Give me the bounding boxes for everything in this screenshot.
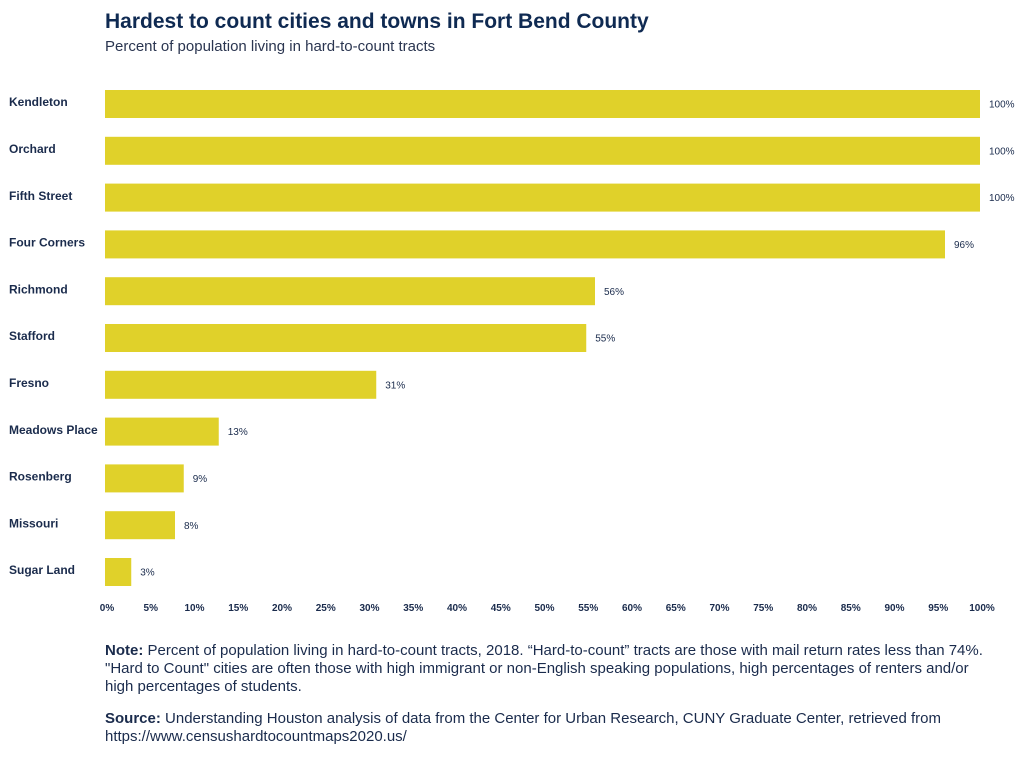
- source-body: Understanding Houston analysis of data f…: [105, 710, 941, 745]
- category-label: Missouri: [9, 516, 58, 530]
- x-tick-label: 15%: [228, 603, 248, 614]
- chart-subtitle: Percent of population living in hard-to-…: [105, 38, 436, 55]
- category-label: Kendleton: [9, 95, 68, 109]
- note-body: Percent of population living in hard-to-…: [105, 642, 983, 695]
- value-label: 100%: [989, 100, 1015, 111]
- value-label: 8%: [184, 521, 199, 532]
- x-tick-label: 55%: [578, 603, 598, 614]
- source-text: Source: Understanding Houston analysis o…: [105, 710, 985, 746]
- value-label: 55%: [595, 334, 615, 345]
- category-label: Fifth Street: [9, 189, 72, 203]
- x-tick-label: 90%: [884, 603, 904, 614]
- note-text: Note: Percent of population living in ha…: [105, 642, 985, 696]
- value-label: 56%: [604, 287, 624, 298]
- source-label: Source:: [105, 710, 161, 727]
- category-label: Richmond: [9, 282, 68, 296]
- x-tick-label: 70%: [709, 603, 729, 614]
- value-label: 13%: [228, 427, 248, 438]
- x-tick-label: 95%: [928, 603, 948, 614]
- bar-missouri: [105, 511, 175, 540]
- x-tick-label: 30%: [359, 603, 379, 614]
- bar-richmond: [105, 277, 595, 306]
- x-tick-label: 5%: [144, 603, 159, 614]
- bar-chart: Kendleton Orchard Fifth Street Four Corners…: [9, 90, 1015, 614]
- x-tick-label: 50%: [534, 603, 554, 614]
- bar-stafford: [105, 324, 587, 352]
- category-label: Four Corners: [9, 236, 85, 250]
- x-tick-label: 25%: [316, 603, 336, 614]
- value-label: 9%: [193, 474, 208, 485]
- note-label: Note:: [105, 642, 144, 659]
- x-tick-label: 85%: [841, 603, 861, 614]
- x-tick-label: 75%: [753, 603, 773, 614]
- bar-fifth-street: [105, 183, 980, 212]
- value-labels: 100% 100% 100% 96% 56% 55% 31% 13% 9% 8% 3%: [140, 100, 1014, 579]
- x-tick-label: 60%: [622, 603, 642, 614]
- bar-orchard: [105, 136, 980, 165]
- x-tick-label: 65%: [666, 603, 686, 614]
- x-tick-label: 80%: [797, 603, 817, 614]
- value-label: 31%: [385, 380, 405, 391]
- value-label: 100%: [989, 193, 1015, 204]
- bar-rosenberg: [105, 464, 184, 493]
- x-axis-ticks: 0% 5% 10% 15% 20% 25% 30% 35% 40% 45% 50% 55% 60% 65%…: [100, 603, 995, 614]
- bar-fresno: [105, 370, 377, 399]
- value-label: 100%: [989, 146, 1015, 157]
- bar-kendleton: [105, 90, 980, 118]
- category-label: Rosenberg: [9, 470, 72, 484]
- x-tick-label: 10%: [184, 603, 204, 614]
- bar-meadows-place: [105, 417, 219, 446]
- x-tick-label: 20%: [272, 603, 292, 614]
- x-tick-label: 40%: [447, 603, 467, 614]
- category-labels: Kendleton Orchard Fifth Street Four Corners…: [9, 95, 98, 577]
- x-tick-label: 100%: [969, 603, 995, 614]
- bar-four-corners: [105, 230, 945, 259]
- x-tick-label: 45%: [491, 603, 511, 614]
- x-tick-label: 35%: [403, 603, 423, 614]
- chart-title: Hardest to count cities and towns in For…: [105, 10, 649, 33]
- bar-sugar-land: [105, 558, 132, 586]
- category-label: Stafford: [9, 329, 55, 343]
- x-tick-label: 0%: [100, 603, 115, 614]
- category-label: Meadows Place: [9, 423, 98, 437]
- category-label: Orchard: [9, 142, 56, 156]
- bars-layer: [105, 90, 980, 586]
- category-label: Fresno: [9, 376, 49, 390]
- value-label: 3%: [140, 568, 155, 579]
- category-label: Sugar Land: [9, 563, 75, 577]
- value-label: 96%: [954, 240, 974, 251]
